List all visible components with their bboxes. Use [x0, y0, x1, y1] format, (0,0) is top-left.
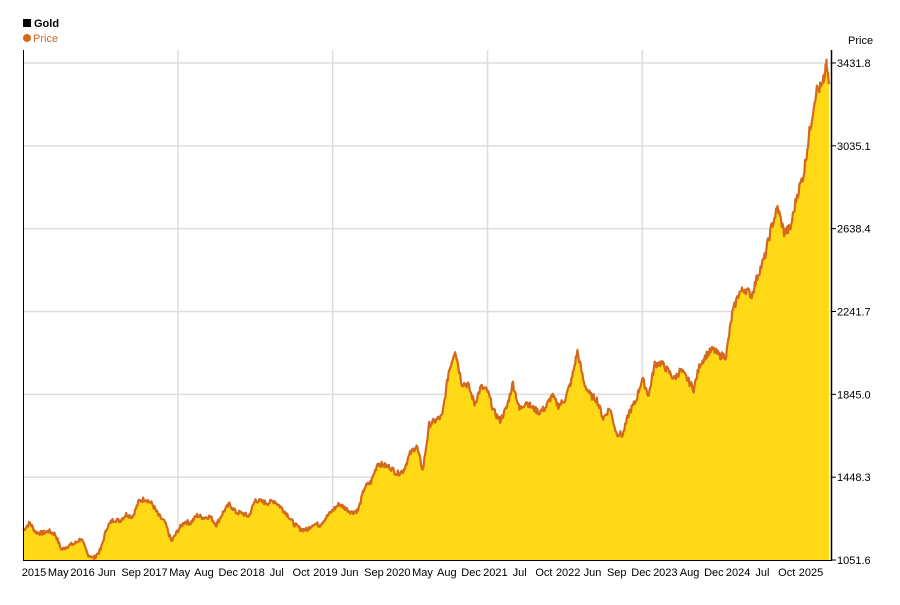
x-tick-label: May: [412, 567, 433, 579]
y-tick-label: 1051.6: [837, 555, 871, 567]
price-area: [23, 59, 829, 560]
y-tick-layer: 1051.6 1448.3 1845.0 2241.7 2638.4 3035.1 3431…: [832, 58, 871, 567]
x-tick-label: 2019: [313, 567, 337, 579]
x-tick-label: Aug: [194, 567, 214, 579]
x-tick-label: Aug: [437, 567, 457, 579]
x-tick-label: May: [169, 567, 190, 579]
y-tick-label: 2638.4: [837, 224, 871, 236]
chart-title: Gold: [34, 18, 59, 30]
x-tick-label: 2024: [726, 567, 750, 579]
x-tick-label: 2021: [483, 567, 507, 579]
x-tick-label: Sep: [364, 567, 384, 579]
x-tick-label: Jul: [513, 567, 527, 579]
legend-series-marker: [23, 34, 31, 42]
x-tick-label: Dec: [631, 567, 651, 579]
x-tick-label: May: [48, 567, 69, 579]
x-tick-label: Jun: [341, 567, 359, 579]
x-tick-label: Dec: [461, 567, 481, 579]
y-tick-label: 1448.3: [837, 472, 871, 484]
x-tick-label: 2015: [22, 567, 46, 579]
legend-series-label: Price: [33, 33, 58, 45]
x-tick-label: 2022: [556, 567, 580, 579]
y-tick-label: 2241.7: [837, 307, 871, 319]
x-tick-label: Aug: [680, 567, 700, 579]
x-tick-label: 2018: [240, 567, 264, 579]
x-tick-label: Dec: [218, 567, 238, 579]
x-tick-label: Oct: [293, 567, 310, 579]
x-tick-label: 2023: [653, 567, 677, 579]
y-tick-label: 3431.8: [837, 58, 871, 70]
x-tick-label: Jun: [584, 567, 602, 579]
x-tick-label: 2016: [70, 567, 94, 579]
legend: Gold Price: [23, 18, 59, 45]
y-axis-title: Price: [848, 35, 873, 47]
x-tick-label: Sep: [607, 567, 627, 579]
legend-title-marker: [23, 19, 31, 27]
y-tick-label: 1845.0: [837, 389, 871, 401]
x-tick-label: 2017: [143, 567, 167, 579]
y-tick-label: 3035.1: [837, 141, 871, 153]
x-tick-layer: 2015 May 2016 Jun Sep 2017 May Aug Dec 2018 Jul Oct…: [22, 567, 823, 579]
x-tick-label: 2025: [799, 567, 823, 579]
x-tick-label: Oct: [778, 567, 795, 579]
x-tick-label: Jul: [755, 567, 769, 579]
x-tick-label: Jul: [270, 567, 284, 579]
x-tick-label: Jun: [98, 567, 116, 579]
x-tick-label: Sep: [121, 567, 141, 579]
x-tick-label: 2020: [386, 567, 410, 579]
x-tick-label: Oct: [535, 567, 552, 579]
price-line: [22, 58, 831, 561]
x-tick-label: Dec: [704, 567, 724, 579]
